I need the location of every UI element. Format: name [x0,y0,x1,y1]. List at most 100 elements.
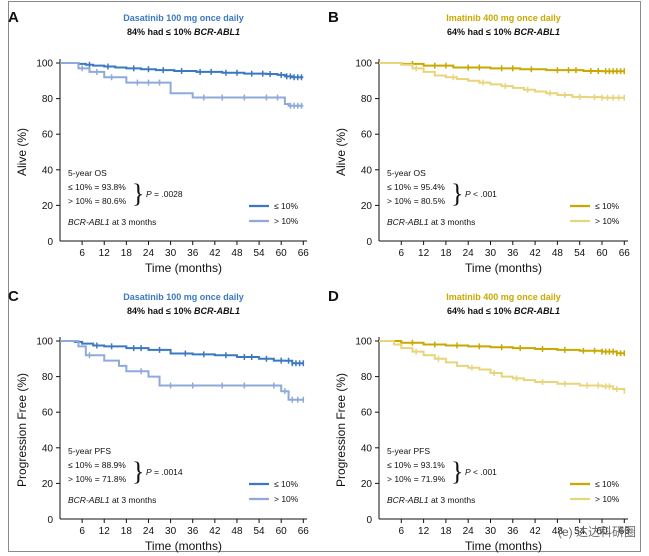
x-tick-label: 12 [99,248,111,259]
panel-subtitle: 84% had ≤ 10% BCR-ABL1 [127,306,240,316]
watermark: (e) 达达科研圈 [557,525,636,539]
x-tick-label: 66 [298,526,310,537]
legend-label: > 10% [274,494,299,504]
x-tick-label: 42 [530,526,542,537]
panel-c: C Dasatinib 100 mg once daily 84% had ≤ 10… [8,288,309,553]
stats-heading: 5-year PFS [387,446,430,456]
panel-label: D [328,288,339,305]
series-gt-10 [60,62,304,109]
y-tick-label: 20 [361,201,373,212]
stats-line-2: > 10% = 80.6% [68,196,127,206]
x-tick-label: 18 [440,248,452,259]
y-tick-label: 100 [36,337,53,348]
x-tick-label: 0 [366,237,372,248]
stats-line-2: > 10% = 80.5% [387,196,446,206]
stats-footer: BCR-ABL1 at 3 months [387,217,475,227]
x-tick-label: 18 [440,526,452,537]
x-tick-label: 54 [574,248,586,259]
y-axis-label: Progression Free (%) [15,373,29,487]
x-tick-label: 6 [399,526,405,537]
survival-curve [60,340,304,365]
stats-heading: 5-year OS [387,168,426,178]
survival-curve [60,62,304,79]
series-gt-10 [60,340,305,403]
legend-label: ≤ 10% [274,201,298,211]
stats-line-1: ≤ 10% = 88.9% [68,460,126,470]
x-tick-label: 24 [143,526,155,537]
stats-line-2: > 10% = 71.8% [68,474,127,484]
y-axis-label: Alive (%) [15,128,29,176]
x-tick-label: 54 [254,526,266,537]
stats-line-1: ≤ 10% = 93.1% [387,460,445,470]
legend-label: ≤ 10% [595,479,619,489]
x-tick-label: 36 [187,248,199,259]
x-axis-label: Time (months) [465,261,542,275]
x-tick-label: 30 [165,526,177,537]
y-tick-label: 60 [361,408,373,419]
y-tick-label: 80 [42,94,54,105]
series-le-10 [60,61,304,81]
panel-title: Dasatinib 100 mg once daily [123,13,244,23]
legend-label: ≤ 10% [274,479,298,489]
x-tick-label: 12 [418,248,430,259]
x-tick-label: 48 [231,526,243,537]
stats-line-1: ≤ 10% = 93.8% [68,182,126,192]
y-tick-label: 60 [42,408,54,419]
x-tick-label: 18 [121,248,133,259]
x-tick-label: 42 [530,248,542,259]
y-tick-label: 60 [42,130,54,141]
y-tick-label: 80 [42,372,54,383]
x-tick-label: 66 [619,248,631,259]
legend-label: > 10% [595,494,620,504]
x-tick-label: 60 [276,526,288,537]
stats-footer: BCR-ABL1 at 3 months [68,495,156,505]
x-tick-label: 36 [187,526,199,537]
panel-d: D Imatinib 400 mg once daily 64% had ≤ 10%… [328,288,630,553]
x-axis-label: Time (months) [145,261,222,275]
x-tick-label: 6 [79,248,85,259]
stats-pvalue: P < .001 [465,467,497,477]
y-tick-label: 20 [42,201,54,212]
survival-curve [60,62,304,107]
x-tick-label: 30 [165,248,177,259]
x-tick-label: 0 [366,515,372,526]
x-tick-label: 48 [231,248,243,259]
y-tick-label: 60 [361,130,373,141]
x-tick-label: 48 [552,248,564,259]
stats-line-2: > 10% = 71.9% [387,474,446,484]
survival-curve [379,62,625,73]
panel-label: B [328,9,339,26]
x-tick-label: 30 [485,526,497,537]
y-tick-label: 80 [361,372,373,383]
y-tick-label: 40 [42,443,54,454]
x-tick-label: 24 [463,526,475,537]
y-tick-label: 40 [361,165,373,176]
stats-pvalue: P = .0028 [146,189,183,199]
series-le-10 [379,339,626,357]
panel-a: A Dasatinib 100 mg once daily 84% had ≤ 10… [8,9,309,275]
y-axis-label: Alive (%) [334,128,348,176]
stats-heading: 5-year OS [68,168,107,178]
panel-label: C [8,288,19,305]
x-axis-label: Time (months) [465,539,542,553]
x-tick-label: 60 [596,526,608,537]
x-tick-label: 6 [399,248,405,259]
x-tick-label: 66 [619,526,631,537]
stats-line-1: ≤ 10% = 95.4% [387,182,445,192]
x-tick-label: 54 [254,248,266,259]
panel-subtitle: 84% had ≤ 10% BCR-ABL1 [127,27,240,37]
series-le-10 [60,340,305,367]
panel-title: Imatinib 400 mg once daily [446,13,561,23]
panel-label: A [8,9,19,26]
stats-brace: } [451,179,463,208]
legend-label: > 10% [274,216,299,226]
x-tick-label: 6 [79,526,85,537]
y-tick-label: 80 [361,94,373,105]
x-tick-label: 60 [596,248,608,259]
stats-brace: } [132,179,144,208]
x-tick-label: 12 [418,526,430,537]
y-tick-label: 40 [42,165,54,176]
stats-pvalue: P < .001 [465,189,497,199]
y-tick-label: 20 [42,479,54,490]
